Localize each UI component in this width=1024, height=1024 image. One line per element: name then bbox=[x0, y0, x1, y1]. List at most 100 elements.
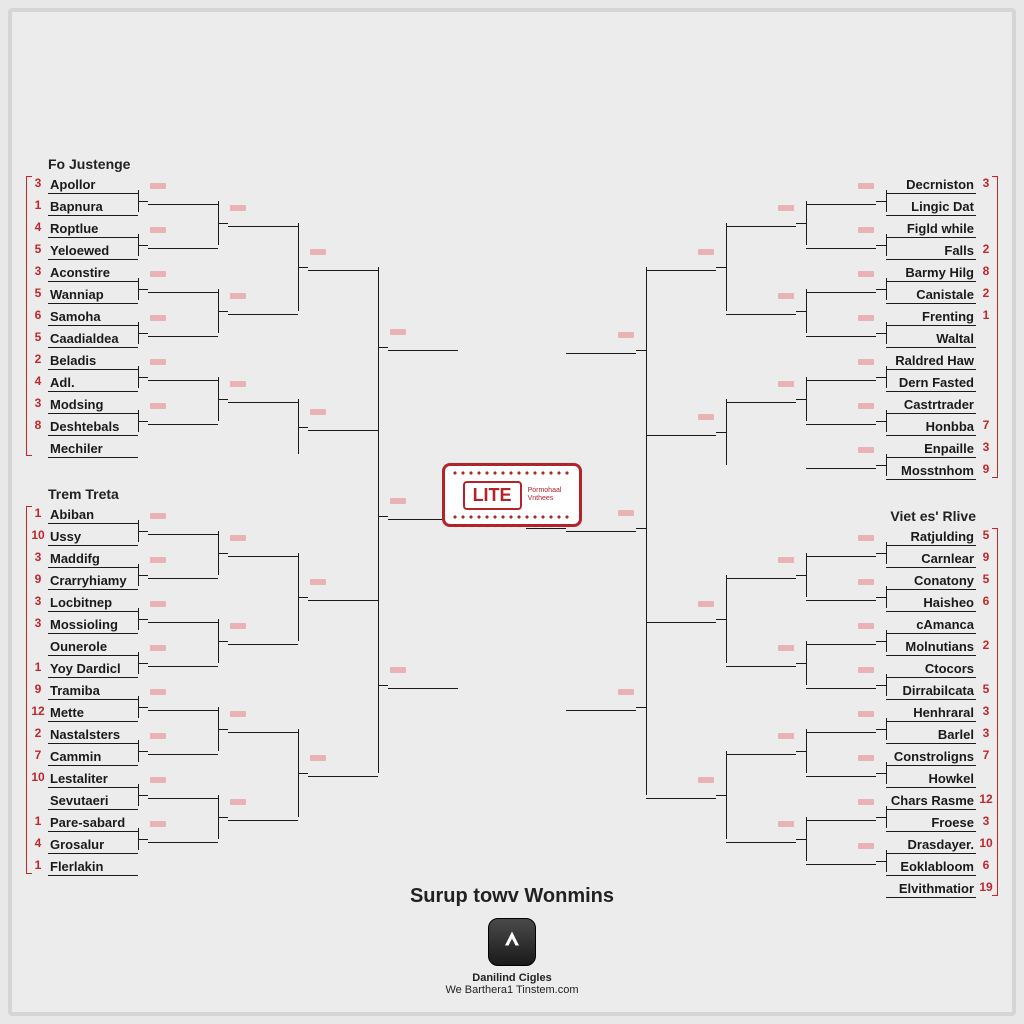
team-slot: cAmanca bbox=[886, 616, 976, 634]
advance-slot bbox=[228, 209, 298, 227]
bracket-connector bbox=[378, 516, 388, 517]
team-slot: Roptlue bbox=[48, 220, 138, 238]
team-slot: Waltal bbox=[886, 330, 976, 348]
team-slot: Caadialdea bbox=[48, 330, 138, 348]
slot-tab bbox=[150, 557, 166, 563]
bracket-connector bbox=[726, 223, 727, 311]
bracket-connector bbox=[886, 850, 887, 872]
slot-tab bbox=[858, 535, 874, 541]
advance-slot bbox=[148, 407, 218, 425]
bracket-connector bbox=[886, 718, 887, 740]
advance-slot bbox=[308, 413, 378, 431]
team-slot: Drasdayer. bbox=[886, 836, 976, 854]
slot-tab bbox=[858, 755, 874, 761]
bracket-connector bbox=[886, 234, 887, 256]
seed-number: 4 bbox=[30, 836, 46, 850]
seed-number: 1 bbox=[30, 814, 46, 828]
advance-slot bbox=[148, 187, 218, 205]
seed-number: 3 bbox=[30, 550, 46, 564]
bracket-connector bbox=[138, 201, 148, 202]
seed-number: 1 bbox=[30, 858, 46, 872]
advance-slot bbox=[726, 825, 796, 843]
bracket-connector bbox=[876, 421, 886, 422]
bracket-connector bbox=[138, 751, 148, 752]
team-slot: Chars Rasme bbox=[886, 792, 976, 810]
team-slot: Cammin bbox=[48, 748, 138, 766]
region-label: Fo Justenge bbox=[48, 156, 130, 172]
advance-slot bbox=[806, 847, 876, 865]
slot-tab bbox=[618, 510, 634, 516]
slot-tab bbox=[698, 249, 714, 255]
advance-slot bbox=[726, 385, 796, 403]
badge-main: LITE bbox=[463, 481, 522, 510]
bracket-connector bbox=[298, 597, 308, 598]
team-slot: Dern Fasted bbox=[886, 374, 976, 392]
team-slot: Nastalsters bbox=[48, 726, 138, 744]
slot-tab bbox=[778, 293, 794, 299]
slot-tab bbox=[230, 293, 246, 299]
team-slot: Barmy Hilg bbox=[886, 264, 976, 282]
bracket-connector bbox=[716, 619, 726, 620]
bracket-connector bbox=[806, 553, 807, 597]
bracket-connector bbox=[218, 553, 228, 554]
seed-number: 9 bbox=[30, 572, 46, 586]
team-slot: Bapnura bbox=[48, 198, 138, 216]
region-brace bbox=[992, 528, 998, 896]
bracket-connector bbox=[876, 377, 886, 378]
bracket-connector bbox=[138, 707, 148, 708]
slot-tab bbox=[230, 381, 246, 387]
team-slot: Ctocors bbox=[886, 660, 976, 678]
advance-slot bbox=[806, 275, 876, 293]
slot-tab bbox=[230, 799, 246, 805]
team-slot: Frenting bbox=[886, 308, 976, 326]
team-slot: Pare-sabard bbox=[48, 814, 138, 832]
slot-tab bbox=[858, 447, 874, 453]
bracket-connector bbox=[876, 465, 886, 466]
bracket-connector bbox=[138, 531, 148, 532]
advance-slot bbox=[148, 605, 218, 623]
advance-slot bbox=[726, 297, 796, 315]
slot-tab bbox=[618, 689, 634, 695]
slot-tab bbox=[150, 733, 166, 739]
advance-slot bbox=[806, 451, 876, 469]
team-slot: Enpaille bbox=[886, 440, 976, 458]
bracket-connector bbox=[636, 350, 646, 351]
slot-tab bbox=[858, 711, 874, 717]
team-slot: Ounerole bbox=[48, 638, 138, 656]
bracket-connector bbox=[138, 795, 148, 796]
bracket-connector bbox=[806, 729, 807, 773]
slot-tab bbox=[858, 623, 874, 629]
seed-number: 3 bbox=[30, 396, 46, 410]
bracket-area: Fo Justenge3Apollor1Bapnura4Roptlue5Yelo… bbox=[30, 160, 994, 954]
slot-tab bbox=[778, 381, 794, 387]
bracket-connector bbox=[526, 528, 566, 529]
slot-tab bbox=[778, 733, 794, 739]
advance-slot bbox=[388, 671, 458, 689]
slot-tab bbox=[390, 498, 406, 504]
slot-tab bbox=[230, 535, 246, 541]
bracket-connector bbox=[806, 641, 807, 685]
bracket-connector bbox=[636, 707, 646, 708]
seed-number: 1 bbox=[30, 660, 46, 674]
bracket-connector bbox=[138, 619, 148, 620]
slot-tab bbox=[150, 645, 166, 651]
bracket-connector bbox=[886, 454, 887, 476]
seed-number: 4 bbox=[30, 220, 46, 234]
slot-tab bbox=[778, 645, 794, 651]
slot-tab bbox=[390, 667, 406, 673]
slot-tab bbox=[310, 249, 326, 255]
bracket-connector bbox=[886, 806, 887, 828]
team-slot: Grosalur bbox=[48, 836, 138, 854]
bracket-connector bbox=[886, 190, 887, 212]
slot-tab bbox=[858, 227, 874, 233]
team-slot: Molnutians bbox=[886, 638, 976, 656]
team-slot: Honbba bbox=[886, 418, 976, 436]
seed-number: 3 bbox=[30, 616, 46, 630]
slot-tab bbox=[858, 315, 874, 321]
bracket-connector bbox=[378, 347, 388, 348]
bracket-connector bbox=[886, 366, 887, 388]
seed-number: 3 bbox=[30, 176, 46, 190]
slot-tab bbox=[390, 329, 406, 335]
bracket-connector bbox=[806, 201, 807, 245]
bracket-connector bbox=[716, 267, 726, 268]
